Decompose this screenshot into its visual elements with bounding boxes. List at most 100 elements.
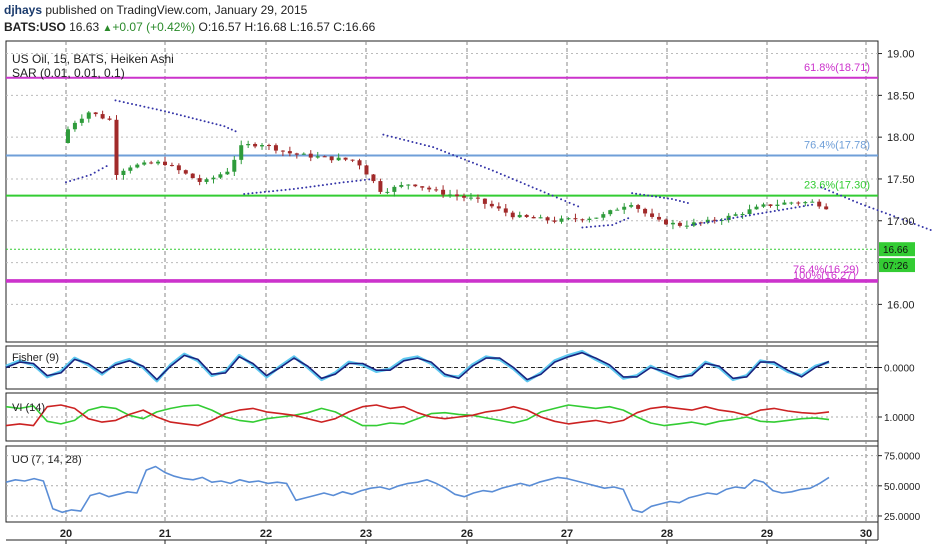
y-tick-label: 0.0000: [884, 364, 915, 375]
sar-dot: [272, 190, 275, 193]
sar-dot: [251, 192, 254, 195]
sar-dot: [594, 225, 597, 228]
indicator-title: Fisher (9): [12, 352, 59, 364]
price-label-text: 16.66: [883, 245, 908, 256]
publish-info: published on TradingView.com, January 29…: [45, 3, 308, 17]
sar-dot: [223, 125, 226, 128]
sar-dot: [81, 176, 84, 179]
sar-dot: [183, 115, 186, 118]
candle-body: [169, 165, 174, 167]
candle-body: [740, 214, 745, 216]
candle-body: [176, 165, 181, 171]
y-tick-label: 17.00: [887, 216, 915, 228]
sar-dot: [917, 224, 920, 227]
sar-dot: [589, 225, 592, 228]
sar-dot: [769, 210, 772, 213]
sar-dot: [794, 206, 797, 209]
candle-body: [615, 209, 620, 211]
price-label-box: [879, 258, 915, 273]
price-label-box: [879, 242, 915, 257]
candle-body: [670, 222, 675, 225]
sar-dot: [432, 146, 435, 149]
pane-frames: [5, 40, 879, 541]
candle-body: [566, 218, 571, 220]
sar-dot: [467, 160, 470, 163]
sar-dot: [101, 167, 104, 170]
sar-dot: [585, 226, 588, 229]
y-tick-label: 75.0000: [884, 452, 921, 463]
candle-body: [239, 145, 244, 160]
sar-dot: [670, 198, 673, 201]
sar-dots: [65, 99, 932, 231]
sar-dot: [724, 218, 727, 221]
candle-body: [163, 161, 167, 166]
sar-dot: [247, 192, 250, 195]
fib-level-label: 61.8%(18.71): [804, 62, 870, 74]
candle-body: [260, 145, 265, 147]
candle-body: [524, 214, 529, 217]
sar-dot: [475, 163, 478, 166]
sar-dot: [581, 226, 584, 229]
sar-dot: [483, 166, 486, 169]
candle-body: [420, 186, 425, 188]
sar-dot: [330, 182, 333, 185]
candle-body: [796, 202, 801, 204]
candle-body: [775, 204, 780, 206]
sar-dot: [288, 188, 291, 191]
sar-dot: [301, 186, 304, 189]
sar-dot: [159, 109, 162, 112]
candle-body: [517, 214, 522, 218]
sar-dot: [230, 128, 233, 131]
sar-dot: [394, 136, 397, 139]
sar-dot: [690, 223, 693, 226]
candle-body: [392, 186, 397, 192]
indicator-series-line: [5, 404, 830, 427]
y-tick-label: 18.50: [887, 90, 915, 102]
sar-dot: [686, 202, 689, 205]
sar-dot: [631, 192, 634, 195]
candle-body: [385, 191, 390, 193]
sar-dot: [840, 194, 843, 197]
candle-body: [399, 185, 404, 187]
candle-body: [636, 205, 641, 209]
sar-dot: [711, 220, 714, 223]
up-arrow-icon: ▲: [102, 23, 113, 34]
sar-dot: [786, 207, 789, 210]
sar-dot: [118, 100, 121, 103]
sar-dot: [876, 209, 879, 212]
sar-dot: [164, 110, 166, 113]
sar-dot: [539, 189, 542, 192]
sar-dot: [65, 181, 67, 184]
indicator-series-line: [5, 404, 830, 427]
candle-body: [183, 170, 188, 174]
sar-dot: [651, 195, 654, 198]
sar-dot: [195, 118, 198, 121]
candle-body: [482, 198, 487, 204]
sar-dot: [647, 194, 650, 197]
author-name[interactable]: djhays: [4, 3, 43, 17]
sar-dot: [187, 116, 190, 119]
candle-body: [406, 184, 411, 186]
sar-dot: [511, 177, 514, 180]
sar-dot: [131, 102, 133, 105]
candle-body: [253, 143, 258, 147]
sar-dot: [551, 194, 554, 197]
sar-dot: [568, 201, 571, 204]
candle-body: [761, 204, 766, 207]
sar-dot: [227, 126, 230, 129]
grid-lines: [6, 41, 882, 544]
sar-dot: [471, 161, 474, 164]
fib-level-label: 100%(16.27): [793, 270, 856, 282]
sar-dot: [515, 179, 518, 182]
sar-dot: [444, 150, 447, 153]
sar-dot: [499, 172, 502, 175]
sar-dot: [207, 121, 210, 124]
sar-dot: [382, 133, 385, 136]
candle-body: [803, 202, 808, 204]
sar-dot: [171, 112, 174, 115]
sar-dot: [884, 212, 887, 215]
sar-dot: [844, 196, 847, 199]
sar-dot: [77, 177, 80, 180]
sar-dot: [143, 105, 146, 108]
